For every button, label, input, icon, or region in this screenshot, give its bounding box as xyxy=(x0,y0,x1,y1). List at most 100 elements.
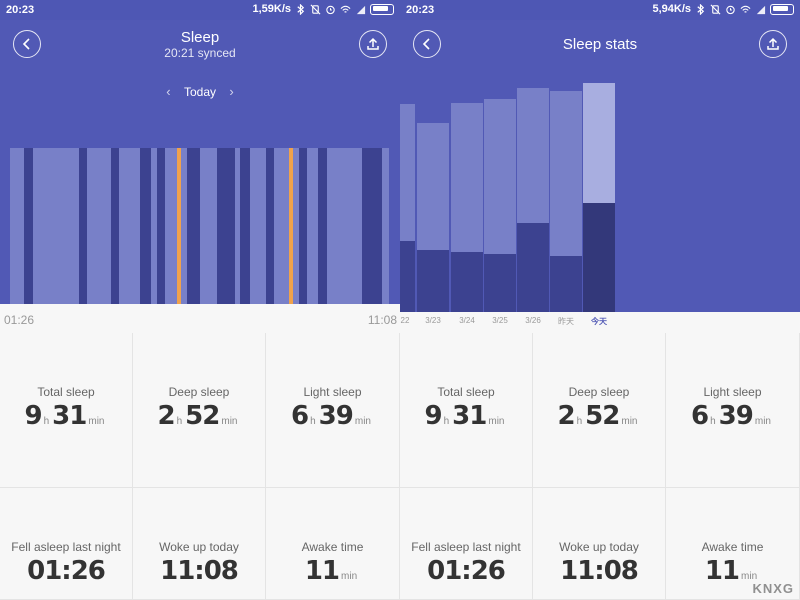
deep-sleep-segment xyxy=(187,148,200,304)
upload-icon xyxy=(767,37,779,50)
chevron-left-icon xyxy=(422,38,430,50)
stat-label: Deep sleep xyxy=(568,385,630,399)
bluetooth-icon xyxy=(297,3,305,15)
stat-label: Fell asleep last night xyxy=(11,540,121,554)
timeline-start: 01:26 xyxy=(4,313,35,327)
stat-label: Light sleep xyxy=(303,385,362,399)
stat-value: 11:08 xyxy=(560,556,639,586)
status-time: 20:23 xyxy=(406,4,435,16)
stats-grid: Total sleep 9 h 31 min Deep sleep 2 h 52 min L… xyxy=(0,333,400,600)
stat-fell-asleep: Fell asleep last night 01:26 xyxy=(400,488,533,600)
stat-value: 11 min xyxy=(304,556,358,586)
stat-deep-sleep: Deep sleep 2 h 52 min xyxy=(533,333,666,488)
deep-sleep-bar xyxy=(550,256,582,312)
date-label: Today xyxy=(183,84,217,99)
chevron-left-icon[interactable]: ‹ xyxy=(166,84,171,100)
light-sleep-bar xyxy=(484,99,516,254)
stat-label: Total sleep xyxy=(37,385,95,399)
stat-value: 2 h 52 min xyxy=(157,401,238,431)
axis-label: 3/26 xyxy=(525,316,541,325)
deep-sleep-bar-selected xyxy=(583,203,615,312)
sleep-timeline-svg xyxy=(10,148,389,304)
vibrate-off-icon xyxy=(710,4,721,14)
deep-sleep-segment xyxy=(140,148,151,304)
axis-label: 昨天 xyxy=(558,317,574,326)
axis-label: 22 xyxy=(400,316,410,325)
weekly-bars-svg xyxy=(400,83,615,312)
timeline-end: 11:08 xyxy=(367,313,397,327)
stats-grid: Total sleep 9 h 31 min Deep sleep 2 h 52 min L… xyxy=(400,333,800,600)
app-header: Sleep 20:21 synced xyxy=(0,20,400,68)
net-speed: 5,94K/s xyxy=(652,3,691,15)
stat-value: 01:26 xyxy=(427,556,506,586)
alarm-icon xyxy=(326,5,335,14)
stat-woke-up: Woke up today 11:08 xyxy=(533,488,666,600)
stat-light-sleep: Light sleep 6 h 39 min xyxy=(266,333,400,488)
deep-sleep-bar xyxy=(484,254,516,312)
chevron-left-icon xyxy=(22,38,30,50)
net-speed: 1,59K/s xyxy=(252,3,291,15)
stat-value: 9 h 31 min xyxy=(24,401,105,431)
sleep-timeline-chart xyxy=(0,68,400,304)
wifi-icon xyxy=(340,5,351,13)
stat-woke-up: Woke up today 11:08 xyxy=(133,488,266,600)
app-header: Sleep stats xyxy=(400,20,800,68)
awake-marker xyxy=(289,148,293,304)
back-button[interactable] xyxy=(413,30,441,58)
weekly-sleep-chart[interactable] xyxy=(400,68,800,312)
stat-deep-sleep: Deep sleep 2 h 52 min xyxy=(133,333,266,488)
back-button[interactable] xyxy=(13,30,41,58)
stat-value: 11:08 xyxy=(160,556,239,586)
stat-label: Woke up today xyxy=(159,540,239,554)
deep-sleep-segment xyxy=(157,148,165,304)
light-sleep-bar xyxy=(417,123,449,250)
upload-icon xyxy=(367,37,379,50)
axis-label: 3/24 xyxy=(459,316,475,325)
stat-total-sleep: Total sleep 9 h 31 min xyxy=(0,333,133,488)
chevron-right-icon[interactable]: › xyxy=(229,84,234,100)
page-title: Sleep stats xyxy=(562,36,638,53)
date-navigator: ‹ Today › xyxy=(0,84,400,99)
stat-value: 2 h 52 min xyxy=(557,401,638,431)
deep-sleep-bar xyxy=(517,223,549,312)
signal-icon xyxy=(356,5,366,14)
deep-sleep-bar xyxy=(451,252,483,312)
sync-status: 20:21 synced xyxy=(164,46,236,60)
bluetooth-icon xyxy=(697,3,705,15)
stat-label: Fell asleep last night xyxy=(411,540,521,554)
deep-sleep-segment xyxy=(111,148,119,304)
stat-awake-time: Awake time 11 min xyxy=(266,488,400,600)
deep-sleep-segment xyxy=(266,148,274,304)
stat-label: Deep sleep xyxy=(168,385,230,399)
deep-sleep-segment xyxy=(217,148,235,304)
timeline-axis: 01:26 11:08 xyxy=(0,304,400,333)
watermark-logo: KNXG xyxy=(752,581,794,596)
sleep-screen: 20:23 1,59K/s Sleep 20:21 synced xyxy=(0,0,400,600)
stat-value: 6 h 39 min xyxy=(291,401,371,431)
light-sleep-bar-selected xyxy=(583,83,615,203)
deep-sleep-segment xyxy=(362,148,382,304)
battery-icon xyxy=(370,3,394,15)
signal-icon xyxy=(756,5,766,14)
deep-sleep-segment xyxy=(24,148,33,304)
stat-label: Total sleep xyxy=(437,385,495,399)
awake-marker xyxy=(177,148,181,304)
status-bar: 20:23 5,94K/s xyxy=(400,0,800,20)
status-time: 20:23 xyxy=(6,4,35,16)
light-sleep-bar xyxy=(451,103,483,252)
weekly-axis: 22 3/23 3/24 3/25 3/26 昨天 今天 xyxy=(400,312,800,333)
axis-label-selected[interactable]: 今天 xyxy=(591,317,607,326)
deep-sleep-bar xyxy=(400,241,415,312)
battery-icon xyxy=(770,3,794,15)
stat-label: Woke up today xyxy=(559,540,639,554)
stat-value: 6 h 39 min xyxy=(691,401,771,431)
stat-value: 01:26 xyxy=(27,556,106,586)
axis-label: 3/23 xyxy=(425,316,441,325)
share-button[interactable] xyxy=(759,30,787,58)
light-sleep-bar xyxy=(517,88,549,223)
stat-total-sleep: Total sleep 9 h 31 min xyxy=(400,333,533,488)
share-button[interactable] xyxy=(359,30,387,58)
status-bar: 20:23 1,59K/s xyxy=(0,0,400,20)
light-sleep-bar xyxy=(400,104,415,241)
stat-label: Light sleep xyxy=(703,385,762,399)
